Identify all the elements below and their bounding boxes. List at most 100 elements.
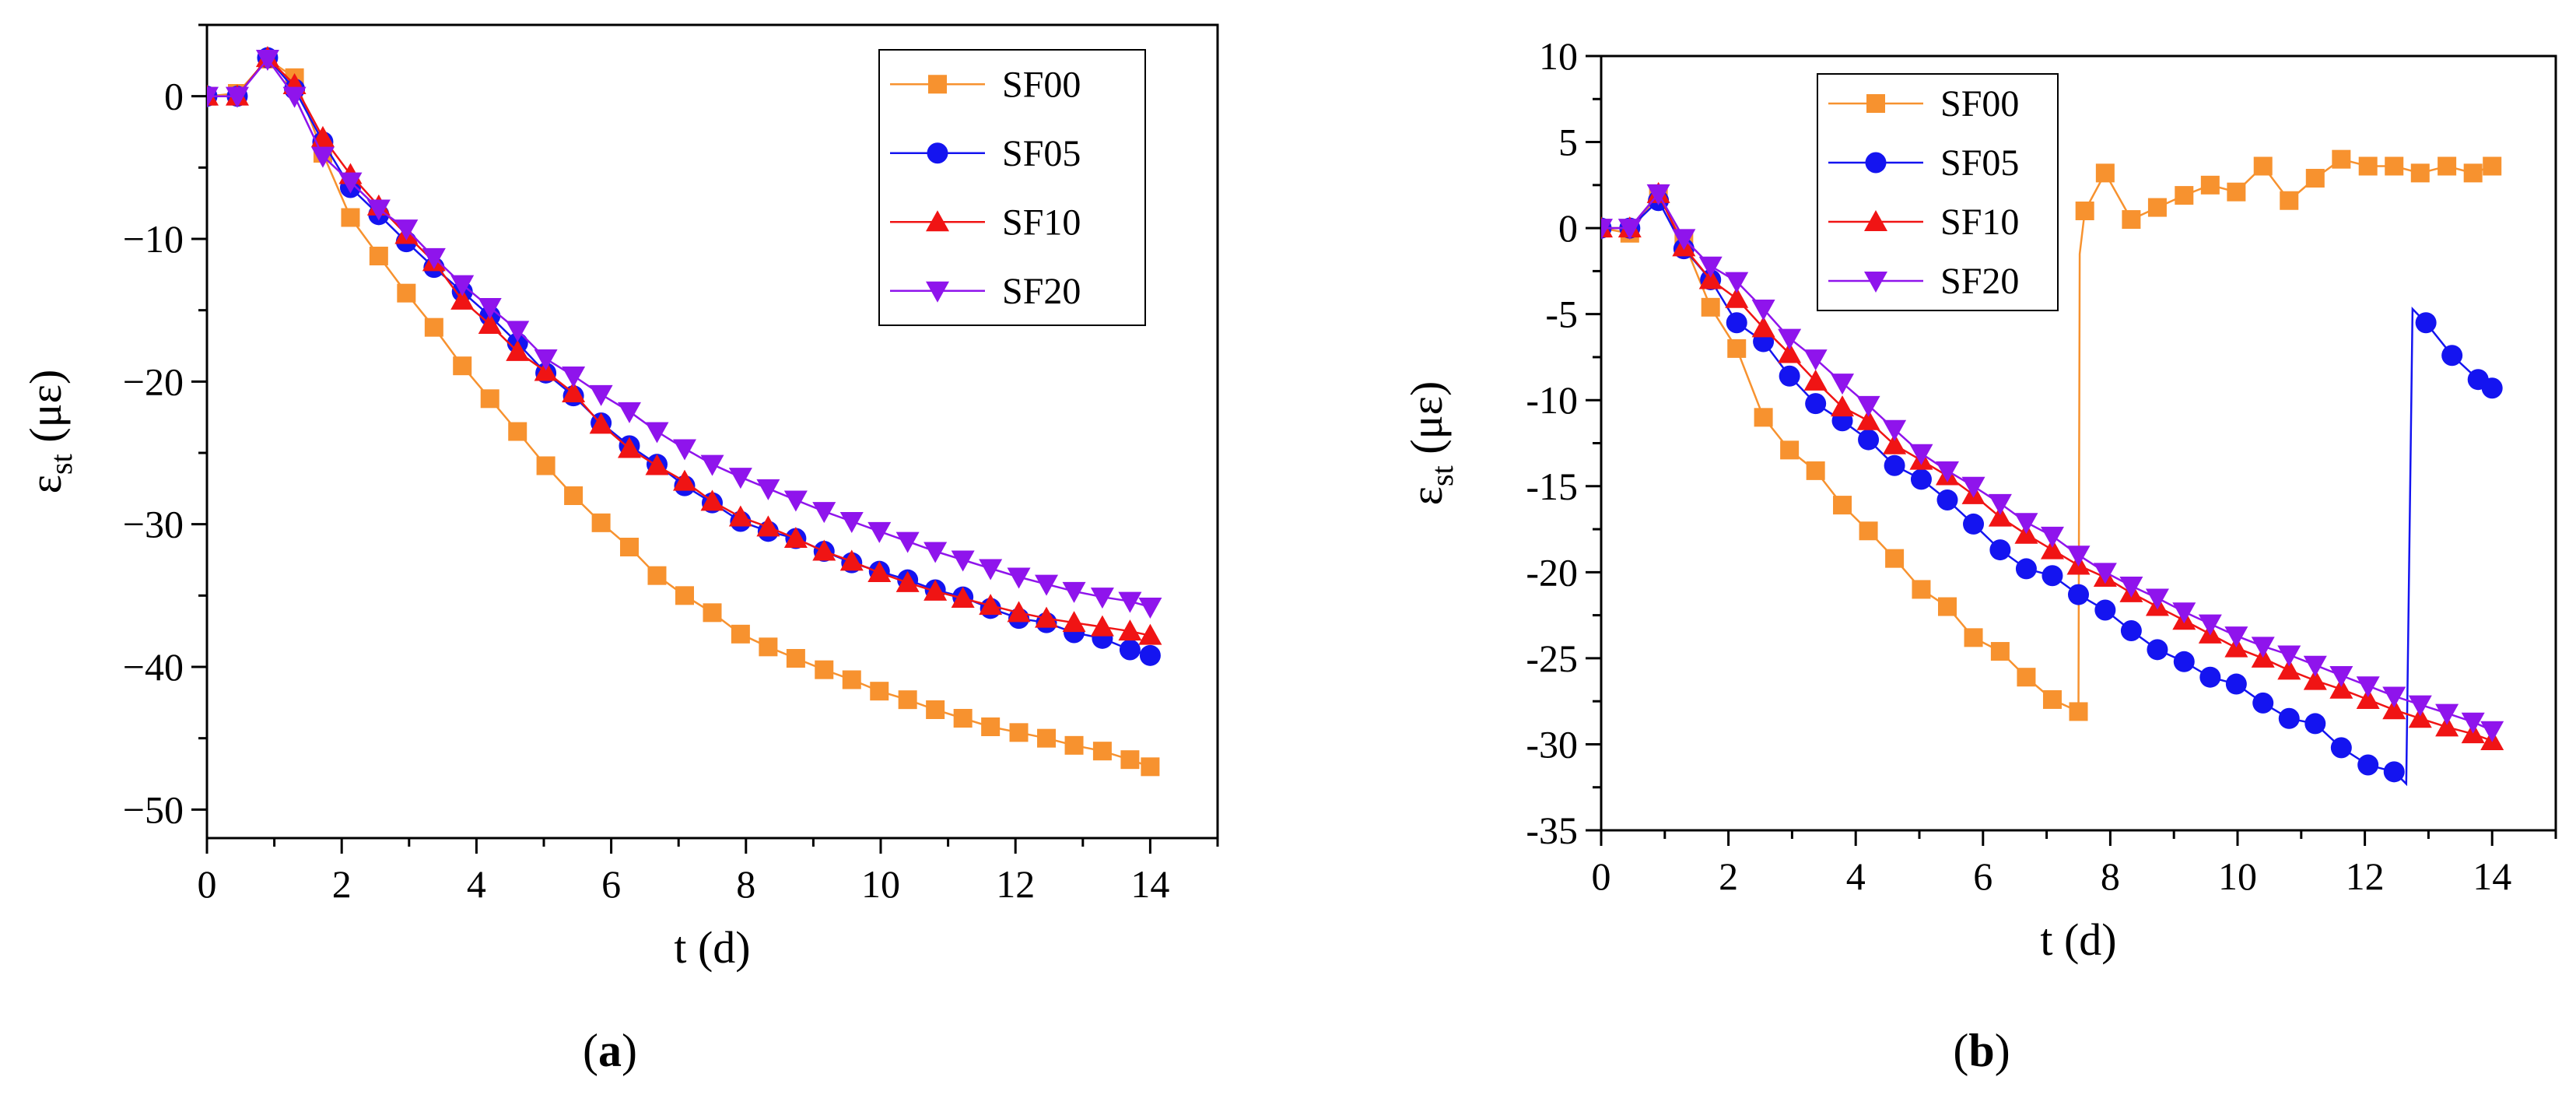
legend-item-sf05: SF05	[1828, 142, 2019, 184]
x-tick-label: 10	[2218, 854, 2257, 898]
data-point	[2145, 588, 2169, 610]
x-tick-label: 0	[1592, 854, 1611, 898]
legend-label: SF20	[1002, 271, 1081, 312]
data-point	[2042, 565, 2063, 587]
data-point	[867, 521, 892, 543]
data-point	[756, 479, 780, 500]
data-point	[2278, 707, 2300, 729]
data-point	[2122, 210, 2141, 230]
data-point	[2329, 677, 2353, 699]
data-point	[1007, 601, 1031, 623]
data-point	[1833, 496, 1852, 515]
legend-marker	[926, 210, 949, 232]
y-tick-label: 10	[1539, 34, 1578, 78]
data-point	[2461, 712, 2485, 734]
data-point	[2332, 149, 2351, 169]
legend-item-sf20: SF20	[1828, 261, 2019, 302]
data-point	[1883, 419, 1907, 441]
data-point	[700, 489, 724, 511]
data-point	[2173, 651, 2195, 672]
data-point	[812, 502, 836, 524]
legend-b: SF00 SF05 SF10 SF20	[1817, 73, 2059, 311]
data-point	[728, 505, 752, 527]
data-point	[675, 586, 694, 605]
data-point	[1725, 272, 1749, 293]
data-point	[2441, 345, 2463, 367]
y-tick-label: -20	[1526, 550, 1578, 594]
data-point	[1963, 513, 1985, 535]
data-point	[1726, 312, 1747, 334]
x-tick-label: 2	[1719, 854, 1738, 898]
y-tick-label: −30	[123, 503, 184, 546]
data-point	[2069, 702, 2088, 721]
data-point	[1856, 409, 1880, 430]
data-point	[2066, 545, 2091, 567]
data-point	[1727, 339, 1747, 358]
data-point	[2435, 715, 2459, 737]
data-point	[2408, 695, 2432, 717]
x-tick-label: 14	[2473, 854, 2511, 898]
data-point	[783, 490, 808, 512]
data-point	[310, 146, 335, 168]
data-point	[895, 531, 920, 553]
data-point	[2147, 198, 2167, 217]
y-axis-title-a: εst (με)	[20, 370, 79, 494]
data-point	[2356, 687, 2380, 709]
data-point	[1856, 395, 1880, 417]
data-point	[2224, 626, 2248, 648]
legend-label: SF05	[1002, 133, 1081, 174]
x-tick-label: 6	[1973, 854, 1992, 898]
data-point	[1090, 615, 1114, 637]
data-point	[1883, 433, 1907, 454]
legend-marker	[1864, 272, 1887, 293]
data-point	[2198, 614, 2222, 636]
x-tick-label: 6	[601, 862, 621, 906]
data-point	[812, 539, 836, 561]
data-point	[2438, 156, 2457, 176]
series-sf20-a	[207, 50, 1162, 619]
data-point	[1092, 742, 1112, 761]
x-tick-label: 10	[861, 862, 900, 906]
data-point	[1910, 468, 1932, 490]
data-point	[1037, 728, 1057, 748]
data-point	[2385, 156, 2404, 176]
data-point	[450, 275, 475, 296]
data-point	[924, 579, 948, 601]
y-tick-label: -25	[1526, 637, 1578, 680]
y-tick-label: -5	[1545, 293, 1578, 336]
plot-frame-a	[205, 23, 1219, 840]
data-point	[1988, 505, 2012, 527]
data-point	[2382, 698, 2406, 720]
data-point	[589, 384, 613, 406]
x-tick-label: 12	[2346, 854, 2385, 898]
data-point	[979, 594, 1003, 616]
y-axis-b: 10 5 0 -5 -10 -15 -20 -25 -30 -35	[1526, 34, 1601, 852]
data-point	[1138, 598, 1162, 619]
data-point	[1935, 461, 1959, 482]
x-tick-label: 14	[1130, 862, 1169, 906]
y-tick-label: −10	[123, 217, 184, 261]
data-point	[1007, 567, 1031, 589]
data-point	[450, 288, 475, 310]
data-point	[564, 486, 584, 505]
x-axis-title-b: t (d)	[2040, 914, 2116, 965]
data-point	[700, 454, 724, 476]
data-point	[506, 339, 530, 361]
data-point	[2408, 707, 2432, 728]
x-tick-label: 0	[198, 862, 217, 906]
data-point	[2015, 558, 2037, 580]
data-point	[2483, 156, 2502, 176]
data-point	[1909, 444, 1933, 465]
data-point	[2040, 526, 2064, 548]
data-point	[672, 439, 696, 461]
data-point	[1912, 580, 1931, 599]
data-point	[867, 561, 892, 582]
legend-label: SF20	[1940, 261, 2019, 302]
data-point	[1698, 268, 1723, 289]
data-point	[647, 566, 667, 585]
data-point	[397, 283, 416, 303]
x-tick-label: 2	[332, 862, 352, 906]
data-point	[366, 199, 391, 221]
data-point	[225, 86, 249, 108]
data-point	[1035, 574, 1059, 596]
